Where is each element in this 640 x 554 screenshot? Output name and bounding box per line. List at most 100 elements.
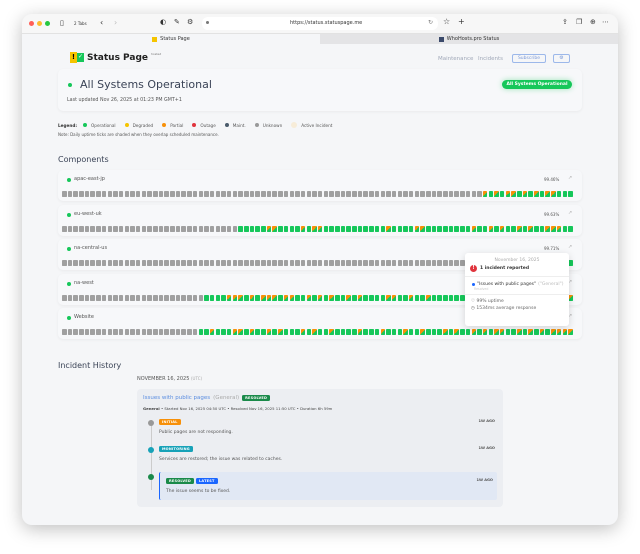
uptime-day-bar[interactable] <box>443 329 448 335</box>
uptime-day-bar[interactable] <box>562 191 567 197</box>
uptime-day-bar[interactable] <box>101 294 107 301</box>
minimize-button[interactable] <box>37 21 42 26</box>
uptime-day-bar[interactable] <box>562 225 567 232</box>
uptime-day-bar[interactable] <box>448 191 454 197</box>
expand-icon[interactable]: ↗ <box>568 244 573 250</box>
uptime-day-bar[interactable] <box>249 225 255 232</box>
uptime-day-bar[interactable] <box>403 260 408 266</box>
uptime-day-bar[interactable] <box>420 294 425 301</box>
uptime-day-bar[interactable] <box>209 225 215 232</box>
uptime-day-bar[interactable] <box>420 260 425 266</box>
uptime-day-bar[interactable] <box>391 260 397 266</box>
uptime-day-bar[interactable] <box>443 294 448 301</box>
tab-overview-icon[interactable]: ❐ <box>576 18 583 26</box>
uptime-day-bar[interactable] <box>397 191 403 197</box>
uptime-day-bar[interactable] <box>113 260 118 266</box>
url-text[interactable]: https://status.statuspage.me <box>290 20 363 26</box>
uptime-day-bar[interactable] <box>340 294 346 301</box>
uptime-day-bar[interactable] <box>209 191 215 197</box>
nav-incidents[interactable]: Incidents <box>478 56 504 62</box>
uptime-day-bar[interactable] <box>153 329 158 335</box>
uptime-day-bar[interactable] <box>107 225 112 232</box>
uptime-day-bar[interactable] <box>215 294 221 301</box>
uptime-day-bar[interactable] <box>443 260 448 266</box>
uptime-day-bar[interactable] <box>101 191 107 197</box>
uptime-day-bar[interactable] <box>289 191 294 197</box>
subscribe-button[interactable]: Subscribe <box>512 54 546 63</box>
uptime-day-bar[interactable] <box>130 260 135 266</box>
bookmark-star-icon[interactable]: ☆ <box>443 17 451 26</box>
uptime-day-bar[interactable] <box>369 191 374 197</box>
tab-whohosts[interactable]: WhoHosts.pro Status <box>320 34 618 44</box>
uptime-day-bar[interactable] <box>164 225 169 232</box>
uptime-day-bar[interactable] <box>62 260 67 266</box>
uptime-day-bar[interactable] <box>249 329 255 335</box>
uptime-day-bar[interactable] <box>482 225 488 232</box>
uptime-day-bar[interactable] <box>118 294 124 301</box>
uptime-day-bar[interactable] <box>198 225 203 232</box>
uptime-day-bar[interactable] <box>357 260 363 266</box>
uptime-day-bar[interactable] <box>477 225 482 232</box>
uptime-day-bar[interactable] <box>340 225 346 232</box>
uptime-day-bar[interactable] <box>551 329 556 335</box>
uptime-day-bar[interactable] <box>300 191 306 197</box>
more-icon[interactable]: ⋯ <box>602 18 609 26</box>
uptime-day-bar[interactable] <box>90 191 95 197</box>
uptime-day-bar[interactable] <box>278 260 283 266</box>
uptime-day-bar[interactable] <box>79 329 84 335</box>
uptime-day-bar[interactable] <box>226 260 232 266</box>
uptime-day-bar[interactable] <box>135 225 141 232</box>
uptime-day-bar[interactable] <box>232 260 238 266</box>
uptime-day-bar[interactable] <box>556 329 562 335</box>
uptime-day-bar[interactable] <box>499 191 505 197</box>
uptime-day-bar[interactable] <box>266 191 272 197</box>
share-icon[interactable]: ⇪ <box>562 18 568 26</box>
uptime-day-bar[interactable] <box>300 225 306 232</box>
uptime-day-bar[interactable] <box>312 260 317 266</box>
uptime-day-bar[interactable] <box>283 294 289 301</box>
uptime-day-bar[interactable] <box>221 294 226 301</box>
uptime-day-bar[interactable] <box>170 225 175 232</box>
uptime-day-bar[interactable] <box>482 191 488 197</box>
uptime-day-bar[interactable] <box>244 294 249 301</box>
uptime-day-bar[interactable] <box>391 191 397 197</box>
uptime-day-bar[interactable] <box>84 225 90 232</box>
uptime-day-bar[interactable] <box>391 294 397 301</box>
uptime-day-bar[interactable] <box>335 191 340 197</box>
address-bar[interactable]: https://status.statuspage.me ↻ <box>202 17 438 30</box>
uptime-day-bar[interactable] <box>255 260 260 266</box>
uptime-day-bar[interactable] <box>261 260 266 266</box>
uptime-day-bar[interactable] <box>181 260 186 266</box>
uptime-day-bar[interactable] <box>335 329 340 335</box>
uptime-day-bar[interactable] <box>261 191 266 197</box>
uptime-day-bar[interactable] <box>363 294 368 301</box>
forward-icon[interactable]: › <box>114 18 118 27</box>
uptime-day-bar[interactable] <box>414 260 420 266</box>
uptime-day-bar[interactable] <box>278 294 283 301</box>
uptime-day-bar[interactable] <box>192 191 198 197</box>
uptime-day-bar[interactable] <box>204 329 209 335</box>
tooltip-incident[interactable]: "Issues with public pages" ("General") <box>465 276 569 287</box>
uptime-day-bar[interactable] <box>209 260 215 266</box>
uptime-day-bar[interactable] <box>346 294 351 301</box>
uptime-day-bar[interactable] <box>79 260 84 266</box>
uptime-day-bar[interactable] <box>420 191 425 197</box>
uptime-day-bar[interactable] <box>90 225 95 232</box>
uptime-day-bar[interactable] <box>568 294 573 301</box>
uptime-day-bar[interactable] <box>437 191 442 197</box>
uptime-day-bar[interactable] <box>175 260 181 266</box>
uptime-day-bar[interactable] <box>124 294 130 301</box>
uptime-day-bar[interactable] <box>448 260 454 266</box>
uptime-day-bar[interactable] <box>306 225 312 232</box>
uptime-day-bar[interactable] <box>226 191 232 197</box>
uptime-day-bar[interactable] <box>306 294 312 301</box>
uptime-day-bar[interactable] <box>420 329 425 335</box>
uptime-day-bar[interactable] <box>448 329 454 335</box>
uptime-day-bar[interactable] <box>431 294 437 301</box>
uptime-day-bar[interactable] <box>306 191 312 197</box>
uptime-day-bar[interactable] <box>221 260 226 266</box>
uptime-day-bar[interactable] <box>141 191 147 197</box>
uptime-day-bar[interactable] <box>335 260 340 266</box>
uptime-day-bar[interactable] <box>357 294 363 301</box>
uptime-day-bar[interactable] <box>244 225 249 232</box>
